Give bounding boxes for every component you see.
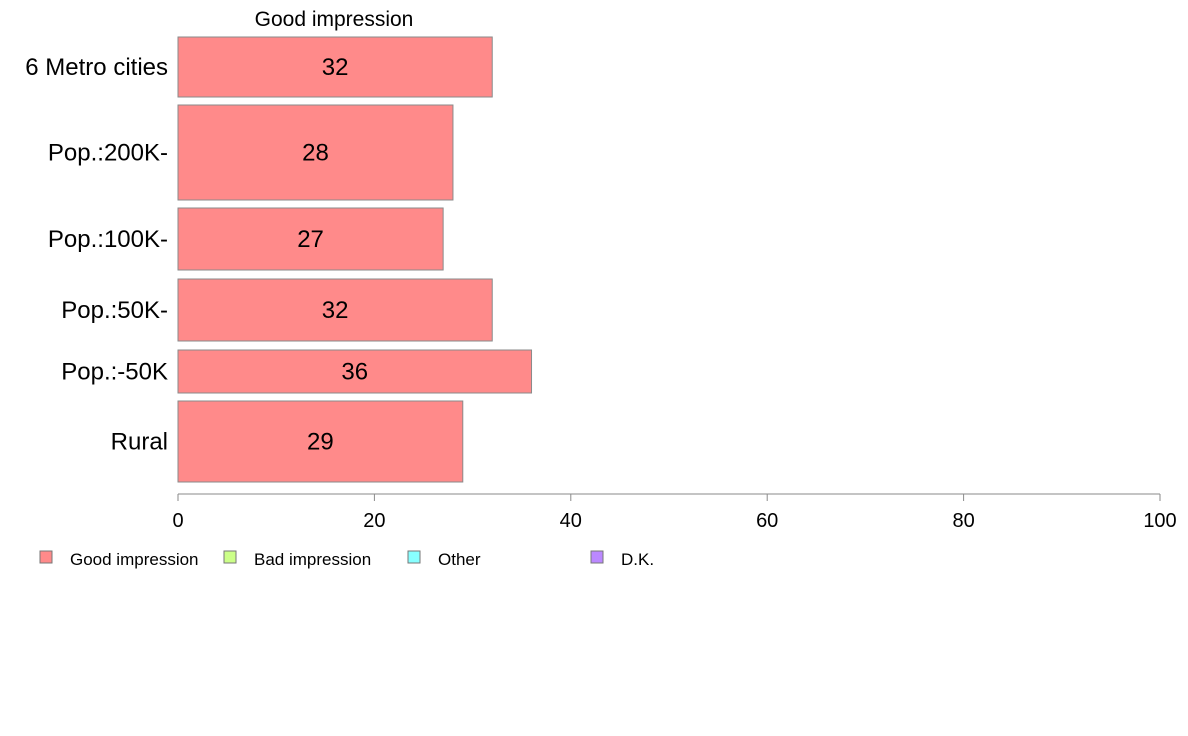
- x-tick-label: 60: [756, 510, 778, 532]
- value-label: 27: [297, 226, 324, 253]
- legend-swatch: [407, 550, 421, 564]
- legend-label: D.K.: [621, 550, 654, 569]
- x-axis: 0 20 40 60 80 100: [172, 493, 1177, 532]
- value-label: 36: [341, 359, 368, 386]
- bar-1: [177, 104, 454, 201]
- chart-title: Good impression: [255, 8, 414, 31]
- legend: Good impression Bad impression Other D.K.: [39, 550, 654, 569]
- bar-5: [177, 400, 464, 483]
- category-label: Rural: [111, 429, 168, 456]
- x-tick-label: 80: [952, 510, 974, 532]
- value-label: 32: [322, 54, 349, 81]
- category-label: Pop.:100K-: [48, 226, 168, 253]
- x-tick-label: 40: [560, 510, 582, 532]
- x-tick-label: 20: [363, 510, 385, 532]
- category-label: Pop.:50K-: [61, 297, 168, 324]
- value-label: 28: [302, 140, 329, 167]
- bar-0: [177, 36, 493, 98]
- value-label: 32: [322, 297, 349, 324]
- bars-group: 6 Metro cities 32 Pop.:200K- 28 Pop.:100K- 27…: [25, 36, 533, 483]
- legend-swatch: [590, 550, 604, 564]
- legend-label: Other: [438, 550, 481, 569]
- bar-2: [177, 207, 444, 271]
- legend-swatch: [223, 550, 237, 564]
- bar-4: [177, 349, 533, 394]
- category-label: Pop.:200K-: [48, 140, 168, 167]
- legend-label: Bad impression: [254, 550, 371, 569]
- category-label: Pop.:-50K: [61, 359, 168, 386]
- legend-swatch: [39, 550, 53, 564]
- value-label: 29: [307, 429, 334, 456]
- x-tick-label: 0: [172, 510, 183, 532]
- x-tick-label: 100: [1143, 510, 1176, 532]
- category-label: 6 Metro cities: [25, 54, 168, 81]
- bar-3: [177, 278, 493, 342]
- legend-label: Good impression: [70, 550, 199, 569]
